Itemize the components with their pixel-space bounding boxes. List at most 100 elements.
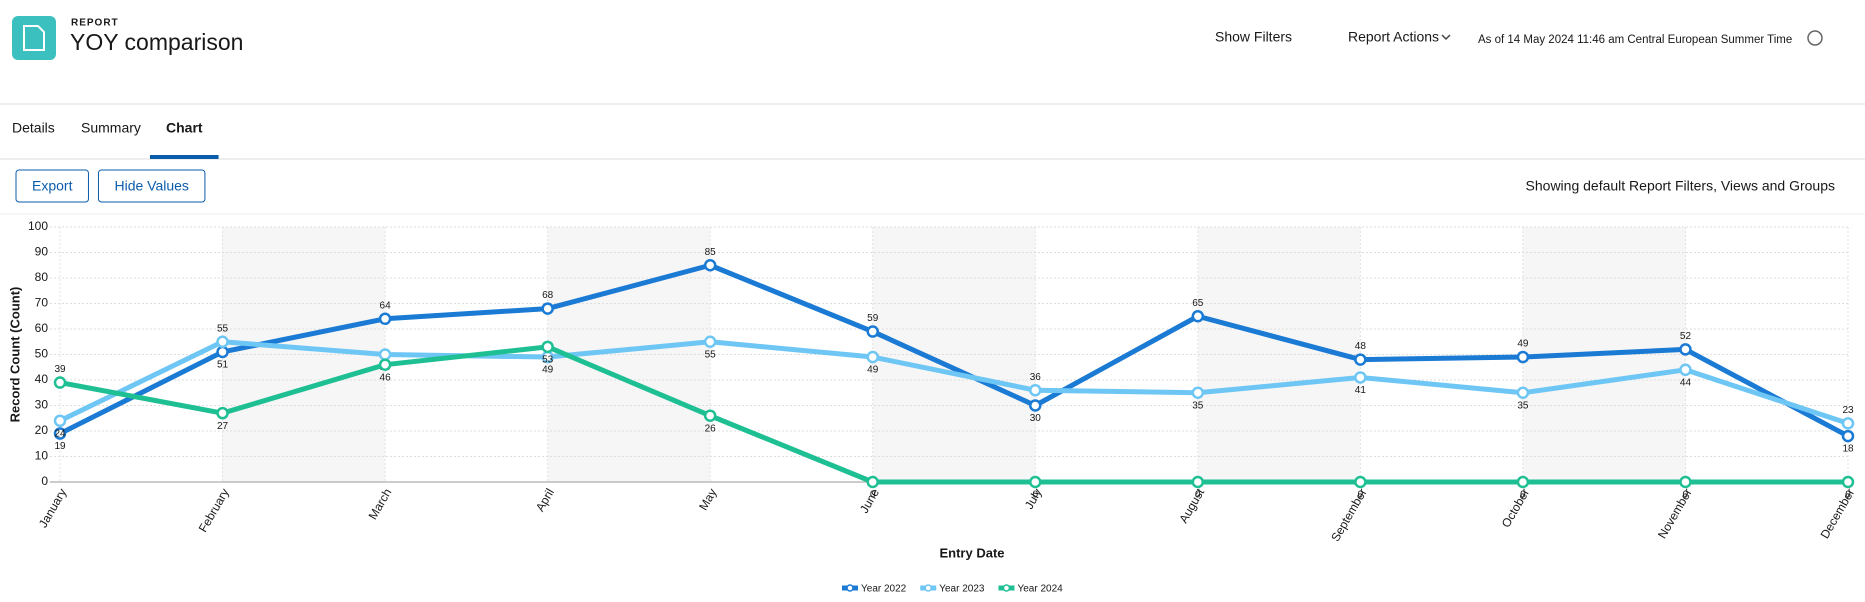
y-tick-label: 80: [35, 270, 49, 284]
button-label[interactable]: Hide Values: [114, 178, 188, 194]
report-icon: [12, 16, 56, 60]
data-point: [378, 312, 392, 326]
y-tick-label: 100: [28, 219, 48, 233]
data-point: [216, 335, 229, 348]
tab[interactable]: Chart: [166, 120, 203, 136]
button[interactable]: Hide Values: [97, 169, 206, 203]
data-label: 19: [54, 441, 66, 452]
data-point: [1354, 475, 1367, 489]
y-tick-label: 30: [35, 398, 49, 412]
y-tick-label: 50: [35, 347, 49, 361]
data-label: 64: [380, 300, 392, 311]
data-label: 41: [1355, 385, 1367, 396]
data-point: [1841, 429, 1855, 443]
series-line: [58, 339, 1849, 426]
data-point: [1516, 386, 1530, 399]
y-tick-label: 10: [35, 449, 49, 463]
data-label: 23: [1842, 405, 1854, 416]
report-label: REPORT: [71, 18, 119, 29]
button-frame[interactable]: [15, 169, 89, 203]
data-label: 46: [380, 372, 392, 383]
button-frame[interactable]: [97, 169, 206, 203]
data-point: [866, 475, 879, 489]
data-label: 51: [217, 360, 229, 371]
x-tick-label: February: [196, 486, 232, 535]
button[interactable]: Export: [15, 169, 89, 203]
tab[interactable]: Details: [12, 120, 55, 136]
refresh-icon[interactable]: [1807, 30, 1823, 46]
legend-label: Year 2023: [939, 584, 985, 595]
data-point: [378, 358, 392, 371]
data-point: [1029, 383, 1042, 397]
legend-label: Year 2024: [1017, 584, 1063, 595]
data-label: 48: [1355, 341, 1367, 352]
data-point: [1029, 399, 1042, 412]
data-label: 68: [542, 290, 554, 301]
tab[interactable]: Summary: [81, 120, 141, 136]
legend-swatch-dot: [924, 584, 932, 592]
data-label: 52: [1680, 331, 1692, 342]
data-label: 59: [867, 313, 879, 324]
data-label: 0: [1358, 490, 1364, 501]
y-tick-label: 60: [35, 321, 49, 335]
data-point: [1679, 363, 1692, 377]
x-tick-label: January: [36, 486, 69, 530]
report-actions[interactable]: Report Actions: [1348, 29, 1439, 45]
data-label: 24: [54, 428, 66, 439]
data-point: [541, 340, 554, 354]
filter-note: Showing default Report Filters, Views an…: [1526, 178, 1835, 194]
data-point: [1191, 310, 1205, 323]
show-filters[interactable]: Show Filters: [1215, 29, 1292, 45]
data-point: [378, 348, 392, 361]
data-point: [541, 302, 554, 315]
data-label: 53: [542, 354, 554, 365]
data-point: [53, 376, 67, 389]
data-label: 30: [1030, 413, 1042, 424]
y-tick-label: 20: [35, 423, 49, 437]
legend-label: Year 2022: [861, 584, 907, 595]
data-label: 35: [1517, 400, 1529, 411]
y-tick-label: 70: [35, 296, 49, 310]
data-point: [53, 414, 67, 428]
data-point: [703, 409, 717, 422]
data-label: 85: [705, 247, 717, 258]
data-point: [703, 335, 717, 348]
data-point: [866, 350, 879, 364]
data-point: [1516, 350, 1530, 364]
data-point: [1354, 353, 1367, 366]
data-label: 39: [54, 364, 66, 375]
report-icon-glyph: [23, 25, 45, 51]
data-label: 0: [870, 490, 876, 501]
data-point: [1191, 475, 1205, 489]
data-label: 44: [1680, 377, 1692, 388]
dropdown-arrow: [1441, 34, 1451, 41]
data-label: 0: [1520, 490, 1526, 501]
y-tick-label: 40: [35, 372, 49, 386]
data-point: [1354, 371, 1367, 384]
data-label: 49: [1517, 339, 1529, 350]
y-tick-label: 90: [35, 245, 49, 259]
data-label: 18: [1842, 444, 1854, 455]
data-point: [1841, 475, 1855, 489]
x-tick-label: November: [1655, 486, 1695, 541]
data-label: 27: [217, 421, 229, 432]
data-point: [866, 325, 879, 338]
data-label: 0: [1845, 490, 1851, 501]
active-tab-indicator: [150, 155, 219, 159]
series-line: [58, 262, 1850, 439]
data-label: 0: [1032, 490, 1038, 501]
x-tick-label: May: [696, 486, 719, 513]
data-point: [1029, 475, 1042, 489]
legend-swatch-dot: [846, 584, 854, 592]
data-label: 49: [867, 365, 879, 376]
data-label: 55: [705, 349, 717, 360]
legend-swatch-dot: [1002, 584, 1011, 592]
y-tick-label: 0: [41, 474, 48, 488]
report-title: YOY comparison: [70, 29, 243, 55]
data-label: 0: [1195, 490, 1201, 501]
button-label[interactable]: Export: [32, 178, 73, 194]
data-label: 55: [217, 323, 229, 334]
x-axis-title: Entry Date: [939, 545, 1004, 560]
x-tick-label: April: [533, 486, 557, 514]
